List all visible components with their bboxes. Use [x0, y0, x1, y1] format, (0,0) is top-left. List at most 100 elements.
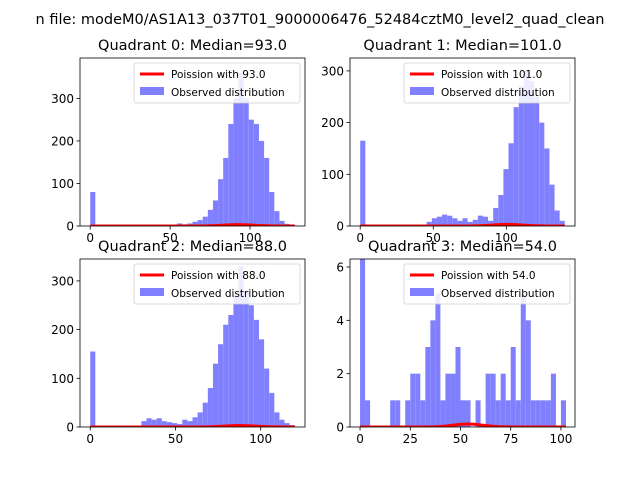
histogram-bar: [518, 86, 524, 226]
subplot-quadrant-1: 0 50 100 0 100 200 300 Quadrant 1: Median=101.0…: [321, 38, 576, 245]
histogram-bar: [146, 418, 152, 427]
legend-bar-swatch: [140, 288, 164, 296]
x-tick-label: 0: [356, 432, 364, 446]
y-tick-label: 100: [321, 168, 344, 182]
legend: Poission with 93.0 Observed distribution: [133, 62, 301, 104]
histogram-bar: [360, 140, 366, 226]
histogram-bar: [274, 211, 280, 226]
histogram-bar: [238, 72, 244, 226]
histogram-bar: [223, 324, 229, 427]
legend-box: [133, 62, 301, 104]
histogram-bar: [498, 194, 504, 226]
histogram-bar: [269, 392, 275, 427]
histogram-bar: [540, 400, 546, 427]
legend-bar-label: Observed distribution: [171, 288, 285, 300]
histogram-bar: [223, 157, 229, 226]
histogram-bar: [192, 221, 198, 226]
histogram-bar: [228, 315, 234, 427]
histogram-bar: [365, 400, 371, 427]
y-tick-label: 2: [336, 367, 344, 381]
histogram-bar: [455, 347, 461, 427]
y-tick-label: 200: [321, 116, 344, 130]
histogram-bar: [410, 373, 416, 427]
legend-box: [403, 263, 571, 305]
histogram-bar: [243, 290, 249, 427]
histogram-bar: [436, 216, 443, 226]
x-tick-label: 100: [495, 231, 518, 245]
plot-area: [360, 259, 566, 427]
x-tick-label: 0: [86, 231, 94, 245]
axes-frame: [349, 57, 576, 227]
histogram-bar: [253, 123, 259, 226]
histogram-bar: [360, 259, 366, 427]
histogram-bar: [490, 373, 496, 427]
histogram-bar: [488, 220, 494, 226]
histogram-bar: [274, 412, 280, 427]
histogram-bar: [187, 421, 193, 427]
histogram-bar: [465, 400, 471, 427]
histogram-bar: [264, 368, 270, 427]
legend-bar-label: Observed distribution: [441, 288, 555, 300]
figure-suptitle: n file: modeM0/AS1A13_037T01_9000006476_…: [36, 12, 605, 28]
histogram-bar: [90, 351, 96, 427]
legend-bar-swatch: [410, 288, 434, 296]
histogram-bar: [197, 412, 203, 427]
histogram-bar: [559, 220, 565, 226]
subplot-quadrant-0: 0 50 100 0 100 200 300 Quadrant 0: Median=93.0 P…: [51, 38, 306, 245]
histogram-bar: [264, 157, 270, 226]
histogram-bar: [452, 218, 458, 226]
histogram-bar: [253, 319, 259, 427]
histogram-bar: [549, 184, 555, 226]
histogram-bar: [279, 419, 285, 427]
histogram-bar: [545, 400, 551, 427]
histogram-bar: [510, 347, 516, 427]
legend-line-label: Poission with 88.0: [171, 270, 266, 282]
y-tick-label: 200: [51, 323, 74, 337]
legend-line-label: Poission with 54.0: [441, 270, 536, 282]
y-tick-label: 0: [336, 220, 344, 234]
axes-frame: [79, 57, 306, 227]
histogram-bar: [248, 119, 254, 226]
x-tick-label: 100: [549, 432, 572, 446]
x-tick-label: 50: [162, 231, 177, 245]
x-tick-label: 100: [249, 432, 272, 446]
histogram-bar: [151, 419, 157, 427]
histogram-bar: [425, 347, 431, 427]
legend-bar-label: Observed distribution: [171, 87, 285, 99]
axes-frame: [349, 258, 576, 428]
subplot-title: Quadrant 2: Median=88.0: [98, 239, 287, 255]
legend-box: [133, 263, 301, 305]
histogram-bar: [535, 400, 541, 427]
y-tick-label: 6: [336, 261, 344, 275]
histogram-bar: [420, 400, 426, 427]
x-tick-label: 100: [239, 231, 262, 245]
x-tick-label: 50: [453, 432, 468, 446]
histogram-bar: [248, 305, 254, 427]
histogram-bar: [182, 419, 188, 427]
histogram-bar: [447, 215, 453, 226]
histogram-bar: [218, 179, 224, 226]
histogram-bar: [450, 373, 456, 427]
subplot-title: Quadrant 1: Median=101.0: [363, 38, 561, 54]
y-tick-label: 0: [66, 421, 74, 435]
histogram-bar: [528, 81, 535, 226]
histogram-bar: [495, 400, 501, 427]
histogram-bar: [269, 191, 275, 226]
x-tick-label: 50: [426, 231, 441, 245]
legend-box: [403, 62, 571, 104]
subplot-quadrant-2: 0 50 100 0 100 200 300 Quadrant 2: Median=88.0 P…: [51, 239, 306, 446]
histogram-bar: [390, 400, 396, 427]
histogram-bar: [513, 107, 519, 226]
histogram-bar: [477, 215, 483, 226]
plot-area: [90, 266, 295, 427]
histogram-bar: [192, 417, 198, 427]
histogram-bar: [197, 220, 203, 226]
histogram-bar: [435, 293, 441, 427]
histogram-bar: [482, 216, 489, 226]
histogram-bar: [415, 373, 421, 427]
legend-bar-swatch: [140, 87, 164, 95]
histogram-bar: [520, 293, 526, 427]
histogram-bar: [233, 295, 239, 427]
